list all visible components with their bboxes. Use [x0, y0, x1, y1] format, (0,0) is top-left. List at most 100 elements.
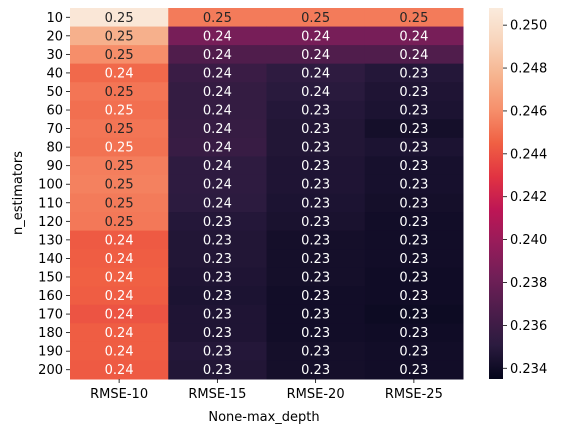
heatmap-cell [364, 100, 464, 120]
heatmap-cell [364, 212, 464, 232]
heatmap-cell [266, 193, 366, 213]
cell-value-label: 0.23 [301, 308, 330, 323]
y-tick-label: 170 [38, 308, 63, 323]
cell-value-label: 0.23 [399, 66, 428, 81]
cell-value-label: 0.23 [399, 178, 428, 193]
cell-value-label: 0.24 [105, 363, 134, 378]
cell-value-label: 0.23 [203, 252, 232, 267]
x-tick-label: RMSE-25 [385, 387, 443, 402]
y-tick-label: 100 [38, 178, 63, 193]
heatmap-cell [266, 119, 366, 139]
heatmap-cell [266, 249, 366, 269]
colorbar-tick-label: 0.236 [510, 319, 547, 334]
heatmap-cell [364, 267, 464, 287]
heatmap-cell [168, 45, 267, 65]
cell-value-label: 0.24 [399, 48, 428, 63]
y-tick-label: 70 [46, 122, 63, 137]
y-tick-label: 10 [46, 11, 63, 26]
heatmap-cell [364, 156, 464, 176]
heatmap-cell [364, 360, 464, 380]
heatmap-cell [70, 267, 169, 287]
heatmap-cell [364, 323, 464, 343]
heatmap-cell [70, 100, 169, 120]
cell-value-label: 0.24 [301, 29, 330, 44]
y-tick-label: 160 [38, 289, 63, 304]
heatmap-cell [364, 45, 464, 65]
y-axis-ticks: 10 20 30 40 50 60 70 80 90 100 110 120 130 140 150 160 1… [38, 11, 70, 378]
heatmap-cell [266, 63, 366, 83]
cell-value-label: 0.23 [301, 289, 330, 304]
heatmap-cell [168, 137, 267, 157]
heatmap-cell-labels: 0.25 0.25 0.25 0.25 0.25 0.24 0.24 0.24 0.25 0.24… [105, 11, 429, 378]
cell-value-label: 0.23 [301, 233, 330, 248]
heatmap-cell [168, 267, 267, 287]
heatmap-cell [266, 137, 366, 157]
heatmap-cell [364, 8, 464, 28]
heatmap-cell [266, 360, 366, 380]
cell-value-label: 0.24 [203, 141, 232, 156]
y-tick-label: 90 [46, 159, 63, 174]
heatmap-cell [168, 156, 267, 176]
cell-value-label: 0.23 [399, 233, 428, 248]
cell-value-label: 0.23 [301, 104, 330, 119]
colorbar-tick-label: 0.244 [510, 147, 547, 162]
heatmap-cell [168, 249, 267, 269]
cell-value-label: 0.23 [301, 159, 330, 174]
heatmap-cell [266, 100, 366, 120]
heatmap-cell [168, 119, 267, 139]
heatmap-cell [70, 174, 169, 194]
cell-value-label: 0.23 [399, 122, 428, 137]
cell-value-label: 0.23 [203, 233, 232, 248]
cell-value-label: 0.23 [399, 159, 428, 174]
heatmap-cell [364, 63, 464, 83]
colorbar-tick-label: 0.234 [510, 362, 547, 377]
colorbar-tick-label: 0.240 [510, 233, 547, 248]
cell-value-label: 0.23 [203, 363, 232, 378]
cell-value-label: 0.24 [105, 270, 134, 285]
heatmap-cell [364, 82, 464, 102]
heatmap-cell [70, 26, 169, 46]
cell-value-label: 0.24 [105, 252, 134, 267]
y-tick-label: 130 [38, 233, 63, 248]
heatmap-cell [70, 286, 169, 306]
cell-value-label: 0.25 [105, 215, 134, 230]
heatmap-cell [70, 360, 169, 380]
cell-value-label: 0.23 [399, 363, 428, 378]
heatmap-cell [70, 156, 169, 176]
heatmap-cell [266, 174, 366, 194]
cell-value-label: 0.24 [301, 85, 330, 100]
cell-value-label: 0.24 [301, 66, 330, 81]
y-tick-label: 30 [46, 48, 63, 63]
heatmap-cell [364, 26, 464, 46]
heatmap-cell [168, 8, 267, 28]
y-tick-label: 140 [38, 252, 63, 267]
heatmap-cell [70, 137, 169, 157]
cell-value-label: 0.25 [105, 122, 134, 137]
cell-value-label: 0.23 [301, 363, 330, 378]
heatmap-cell [168, 286, 267, 306]
cell-value-label: 0.24 [203, 104, 232, 119]
x-tick-label: RMSE-20 [287, 387, 345, 402]
heatmap-cell [168, 212, 267, 232]
heatmap-cell [266, 286, 366, 306]
cell-value-label: 0.24 [105, 289, 134, 304]
colorbar-tick-label: 0.242 [510, 190, 547, 205]
heatmap-cell [70, 119, 169, 139]
heatmap-cell [168, 341, 267, 361]
heatmap-cell [364, 174, 464, 194]
heatmap-cell [70, 249, 169, 269]
cell-value-label: 0.24 [301, 48, 330, 63]
y-tick-label: 110 [38, 196, 63, 211]
colorbar [489, 8, 503, 379]
cell-value-label: 0.25 [399, 11, 428, 26]
heatmap-cell [364, 230, 464, 250]
y-tick-label: 60 [46, 104, 63, 119]
heatmap-cell [168, 323, 267, 343]
y-tick-label: 40 [46, 66, 63, 81]
heatmap-cell [364, 341, 464, 361]
heatmap-cell [168, 100, 267, 120]
heatmap-cell [70, 63, 169, 83]
colorbar-ticks: 0.234 0.236 0.238 0.240 0.242 0.244 0.246 0.248… [503, 19, 547, 377]
heatmap-cell [70, 323, 169, 343]
cell-value-label: 0.23 [399, 104, 428, 119]
